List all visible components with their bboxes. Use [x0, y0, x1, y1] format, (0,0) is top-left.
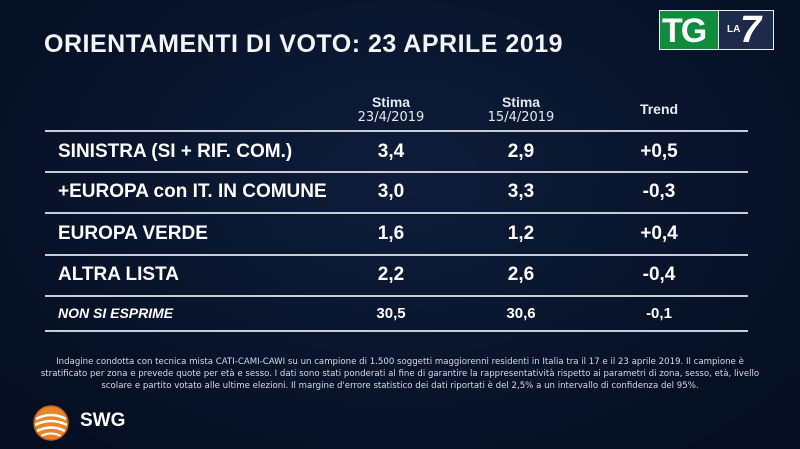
party-name: ALTRA LISTA [58, 264, 180, 285]
column-header-label: Trend [639, 101, 679, 117]
party-name: SINISTRA (SI + RIF. COM.) [58, 141, 293, 162]
stima-23-value: 3,4 [377, 141, 405, 162]
stima-23-value: 30,5 [376, 305, 406, 322]
trend-value: -0,3 [642, 181, 676, 202]
column-header-label: Stima [501, 94, 541, 110]
table-divider [45, 295, 748, 297]
stima-23-value: 2,2 [377, 264, 405, 285]
swg-logo-icon [33, 405, 69, 441]
column-header-date: 15/4/2019 [487, 110, 555, 125]
stima-15-value: 3,3 [507, 181, 535, 202]
la7-logo-la: LA [727, 24, 741, 35]
column-header-label: Stima [371, 94, 411, 110]
methodology-note: Indagine condotta con tecnica mista CATI… [40, 357, 760, 391]
trend-value: +0,4 [640, 223, 678, 244]
party-name: EUROPA VERDE [58, 223, 208, 244]
table-row: ALTRA LISTA 2,2 2,6 -0,4 [45, 256, 748, 294]
page-title: ORIENTAMENTI DI VOTO: 23 APRILE 2019 [44, 30, 564, 58]
party-name: NON SI ESPRIME [58, 305, 174, 321]
stima-23-value: 3,0 [377, 181, 405, 202]
party-name: +EUROPA con IT. IN COMUNE [58, 181, 327, 202]
tg-logo-text: TG [662, 12, 707, 50]
table-row: +EUROPA con IT. IN COMUNE 3,0 3,3 -0,3 [45, 173, 748, 211]
stima-15-value: 30,6 [506, 305, 536, 322]
la7-logo-seven: 7 [740, 9, 762, 51]
table-divider [45, 330, 748, 332]
trend-value: +0,5 [640, 141, 678, 162]
stima-15-value: 1,2 [507, 223, 535, 244]
tg-logo: TG [659, 10, 719, 50]
swg-brand: SWG [80, 410, 126, 431]
column-header-date: 23/4/2019 [357, 110, 425, 125]
la7-logo: LA 7 [719, 9, 774, 51]
column-header-trend: Trend [604, 101, 714, 117]
trend-value: -0,1 [646, 305, 672, 322]
table-divider [45, 171, 748, 173]
table-divider [45, 212, 748, 214]
column-header-stima-15: Stima 15/4/2019 [466, 94, 576, 126]
stima-15-value: 2,6 [507, 264, 535, 285]
table-divider [45, 254, 748, 256]
table-row: NON SI ESPRIME 30,5 30,6 -0,1 [45, 297, 748, 331]
stima-15-value: 2,9 [507, 141, 535, 162]
table-divider [45, 130, 748, 132]
column-header-stima-23: Stima 23/4/2019 [336, 94, 446, 126]
stima-23-value: 1,6 [377, 223, 405, 244]
table-row: SINISTRA (SI + RIF. COM.) 3,4 2,9 +0,5 [45, 133, 748, 171]
trend-value: -0,4 [642, 264, 676, 285]
table-row: EUROPA VERDE 1,6 1,2 +0,4 [45, 215, 748, 253]
